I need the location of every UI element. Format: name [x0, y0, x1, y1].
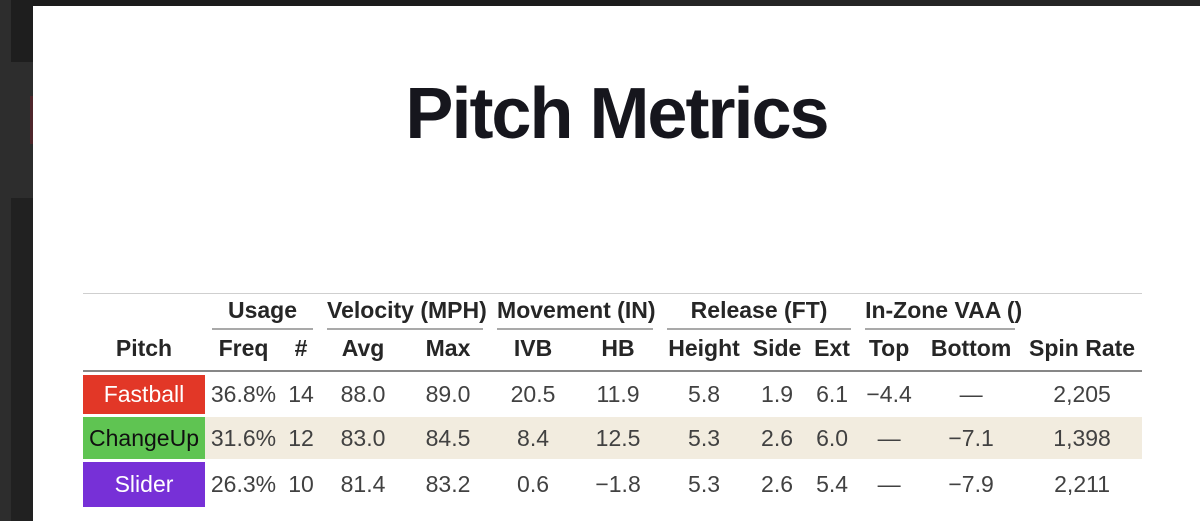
left-rail-red-sliver — [30, 96, 33, 144]
cell-slider-bottom: −7.9 — [948, 471, 994, 497]
cell-changeup-freq: 31.6% — [205, 417, 282, 462]
window-top-bar — [0, 0, 1200, 6]
group-header-in-zone-vaa: In-Zone VAA () — [858, 293, 1022, 330]
cell-fastball-ivb: 20.5 — [490, 372, 577, 417]
group-header-label: Usage — [212, 297, 314, 330]
table-row-fastball: Fastball 36.8% 14 88.0 89.0 20.5 11.9 5.8 1.9 6.1… — [83, 372, 1143, 417]
group-header-label: Release (FT) — [667, 297, 852, 330]
cell-fastball-top: −4.4 — [858, 372, 921, 417]
pitch-metrics-table: Usage Velocity (MPH) Movement (IN) Release … — [83, 293, 1143, 507]
cell-fastball-ext: 6.1 — [806, 372, 859, 417]
cell-changeup-ext: 6.0 — [806, 417, 859, 462]
cell-slider-spin-rate: 2,211 — [1054, 471, 1110, 497]
content-card: Pitch Metrics Usage Velocity (MPH) Movemen… — [33, 6, 1200, 521]
cell-changeup-height: 5.3 — [660, 417, 749, 462]
cell-slider-max: 83.2 — [425, 471, 471, 497]
cell-fastball-side: 1.9 — [748, 372, 807, 417]
column-header-top: Top — [858, 330, 921, 372]
group-header-label: Movement (IN) — [497, 297, 655, 330]
left-rail-top-block — [11, 0, 33, 62]
pitch-label-changeup: ChangeUp — [83, 417, 205, 462]
window-top-bar-segment — [640, 0, 1200, 6]
cell-changeup-spin-rate: 1,398 — [1022, 417, 1143, 462]
cell-changeup-avg: 83.0 — [320, 417, 407, 462]
cell-slider-side: 2.6 — [761, 471, 794, 497]
table-row-changeup: ChangeUp 31.6% 12 83.0 84.5 8.4 12.5 5.3 2.6 6.0—… — [83, 417, 1143, 462]
cell-changeup-top: — — [858, 417, 921, 462]
pitch-label-slider: Slider — [83, 462, 205, 507]
column-header-height: Height — [660, 330, 749, 372]
column-header-ext: Ext — [806, 330, 859, 372]
cell-fastball-spin-rate: 2,205 — [1022, 372, 1143, 417]
group-header-label: In-Zone VAA () — [865, 297, 1022, 330]
cell-slider-height: 5.3 — [688, 471, 721, 497]
cell-fastball-bottom: — — [920, 372, 1023, 417]
group-header-label: Velocity (MPH) — [327, 297, 487, 330]
group-header-movement-in: Movement (IN) — [490, 293, 661, 330]
group-header-spacer — [83, 293, 205, 330]
cell-changeup-bottom: −7.1 — [920, 417, 1023, 462]
group-header-row: Usage Velocity (MPH) Movement (IN) Release … — [83, 293, 1143, 330]
cell-slider-top: — — [877, 471, 901, 497]
cell-fastball-freq: 36.8% — [205, 372, 282, 417]
group-header-usage: Usage — [205, 293, 321, 330]
pitch-label-fastball: Fastball — [83, 372, 205, 417]
cell-fastball-hb: 11.9 — [576, 372, 661, 417]
column-header-row: Pitch Freq # Avg Max IVB HB Height Side Ext Top Bot… — [83, 330, 1143, 372]
cell-fastball-: 14 — [282, 372, 321, 417]
column-header-max: Max — [406, 330, 491, 372]
cell-slider-hb: −1.8 — [595, 471, 641, 497]
cell-changeup-max: 84.5 — [406, 417, 491, 462]
group-header-release-ft: Release (FT) — [660, 293, 859, 330]
cell-slider-avg: 81.4 — [340, 471, 386, 497]
column-header-side: Side — [748, 330, 807, 372]
column-header-freq: Freq — [205, 330, 282, 372]
column-header-bottom: Bottom — [920, 330, 1023, 372]
table-row-slider: Slider 26.3% 10 81.4 83.2 0.6 −1.8 5.3 2.6 5.4 — −7… — [83, 462, 1142, 507]
cell-slider-: 10 — [288, 471, 314, 497]
cell-slider-ext: 5.4 — [816, 471, 849, 497]
group-header-velocity-mph: Velocity (MPH) — [320, 293, 491, 330]
column-header-hb: HB — [576, 330, 661, 372]
column-header-pitch: Pitch — [83, 330, 205, 372]
column-header-avg: Avg — [320, 330, 407, 372]
left-rail-bottom-block — [11, 198, 33, 521]
cell-changeup-hb: 12.5 — [576, 417, 661, 462]
cell-fastball-avg: 88.0 — [320, 372, 407, 417]
column-header-ivb: IVB — [490, 330, 577, 372]
group-header-spacer — [1022, 293, 1143, 330]
column-header-spin-rate: Spin Rate — [1022, 330, 1143, 372]
cell-fastball-max: 89.0 — [406, 372, 491, 417]
cell-slider-ivb: 0.6 — [517, 471, 550, 497]
cell-slider-freq: 26.3% — [210, 471, 277, 497]
page-title: Pitch Metrics — [405, 74, 829, 154]
cell-changeup-: 12 — [282, 417, 321, 462]
cell-changeup-ivb: 8.4 — [490, 417, 577, 462]
column-header-: # — [282, 330, 321, 372]
cell-fastball-height: 5.8 — [660, 372, 749, 417]
cell-changeup-side: 2.6 — [748, 417, 807, 462]
